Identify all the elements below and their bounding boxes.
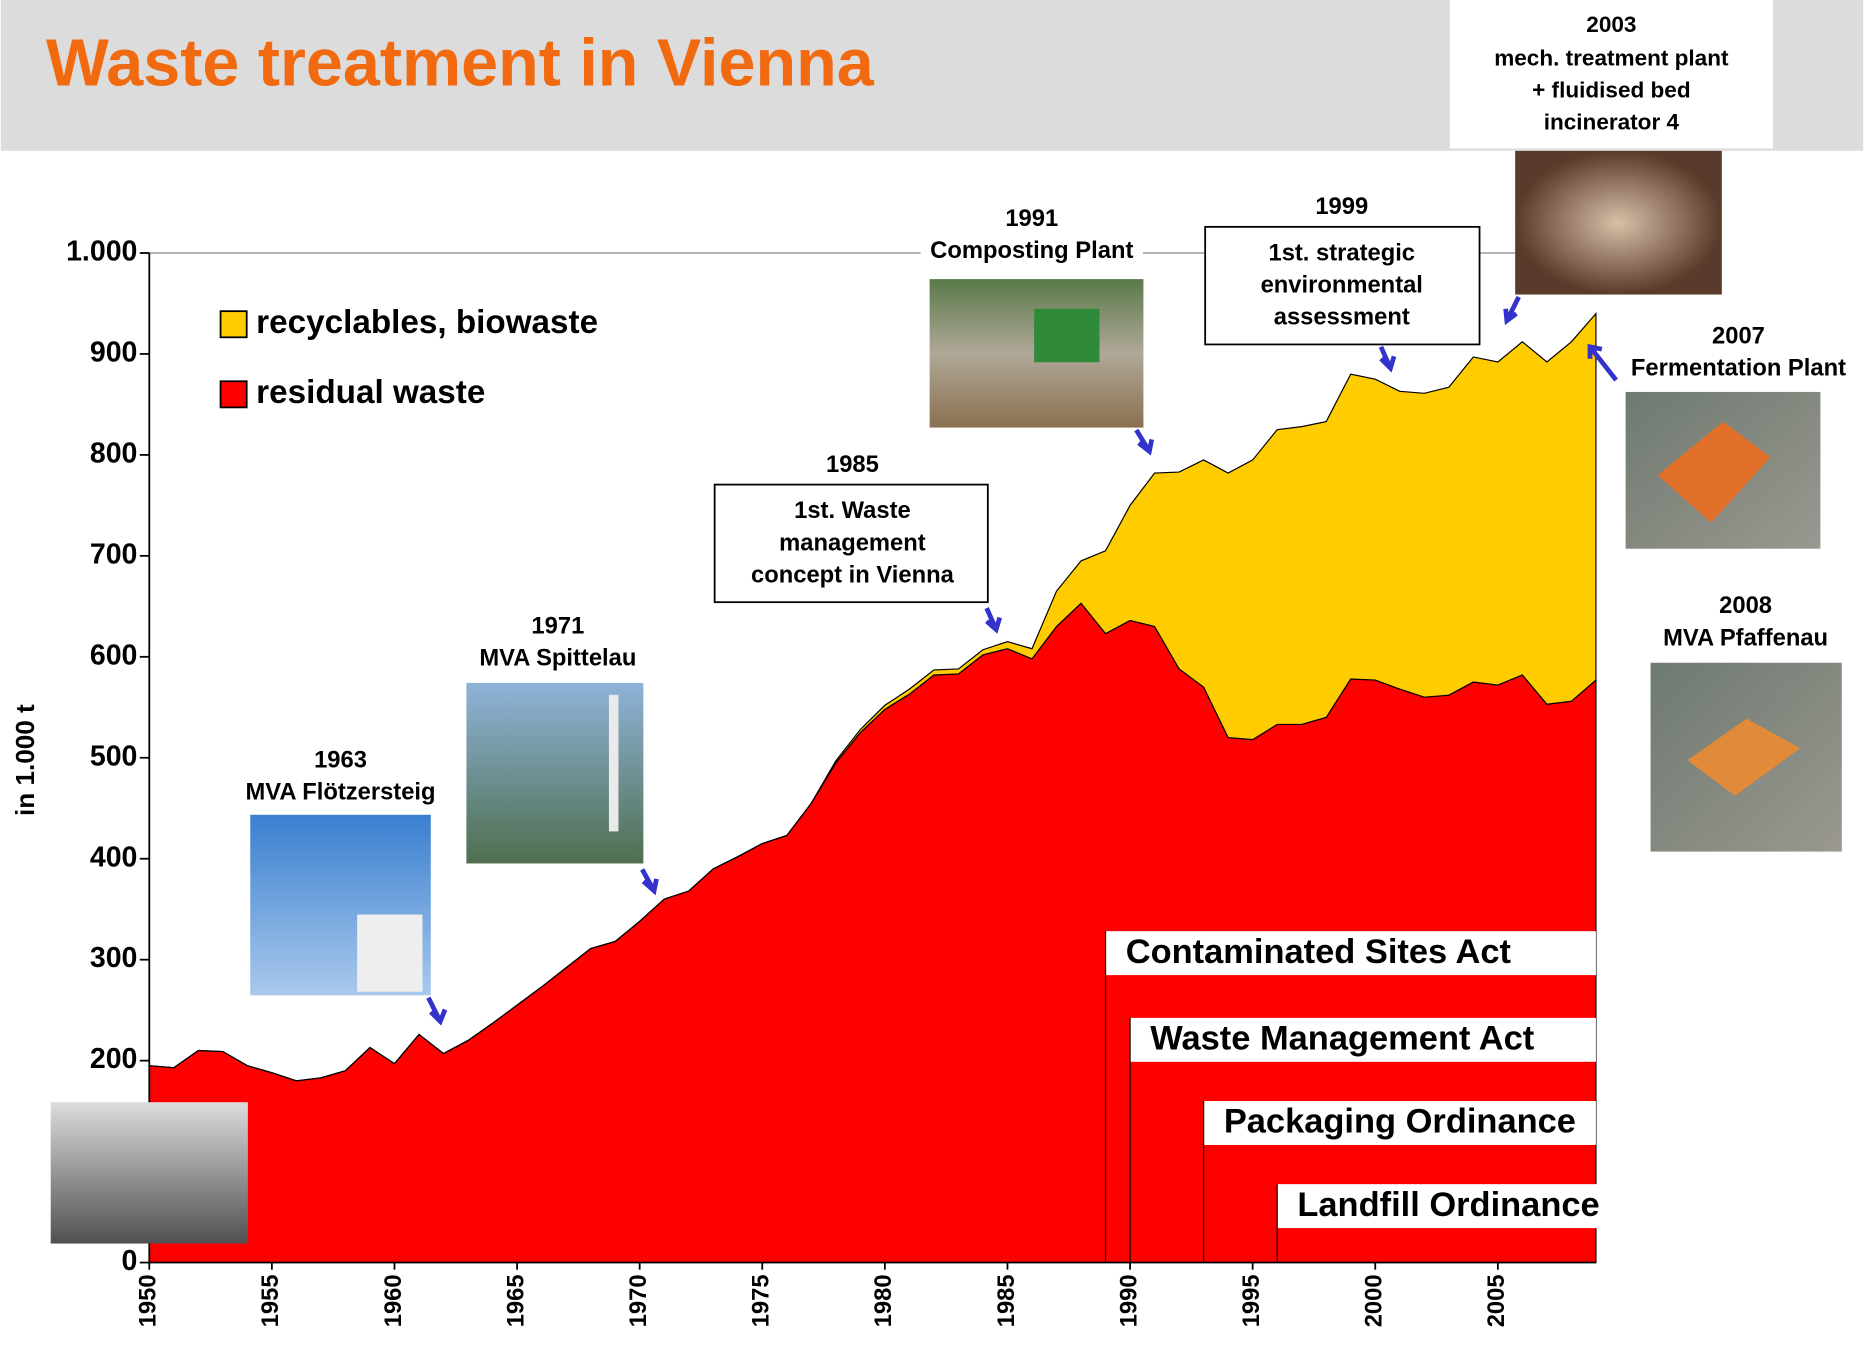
x-tick-label: 1950 (135, 1274, 162, 1327)
annotation-text: 2008 (1719, 592, 1772, 619)
x-tick-label: 1970 (625, 1274, 652, 1327)
area (149, 311, 1597, 1082)
law-band (1130, 1017, 1596, 1062)
legend-label: residual waste (256, 374, 485, 411)
annotation-text: incinerator 4 (1544, 109, 1680, 134)
overlay: 1963 MVA Flötzersteig 1971 MVA Spittelau 198… (50, 12, 1856, 1244)
arrow (1587, 343, 1618, 382)
annotation-text: 1991 (1005, 205, 1058, 232)
photo-detail (357, 914, 423, 992)
chart-title: Waste treatment in Vienna (46, 26, 875, 100)
y-tick-label: 800 (90, 437, 138, 469)
y-tick-label: 0 (122, 1245, 138, 1277)
photo-detail (1687, 718, 1801, 796)
x-tick-label: 1965 (502, 1274, 529, 1327)
x-tick-label: 1980 (870, 1274, 897, 1327)
legend-swatch (219, 380, 248, 409)
x-tick-label: 2000 (1361, 1274, 1388, 1327)
arrows (426, 295, 1618, 1026)
annotation-text: concept in Vienna (751, 561, 955, 588)
annotation-text: management (779, 529, 926, 556)
annotation-text: + fluidised bed (1532, 77, 1690, 102)
y-axis-label: in 1.000 t (10, 704, 40, 816)
legend-swatch (219, 310, 248, 339)
arrow (640, 868, 659, 896)
arrow (1134, 428, 1155, 456)
law-band (1203, 1101, 1596, 1145)
x-tick-label: 1960 (380, 1274, 407, 1327)
y-tick-label: 900 (90, 336, 138, 368)
annotation-text: 1999 (1315, 193, 1368, 220)
header-note-box (1449, 0, 1773, 149)
annotation-text: 1985 (826, 451, 879, 478)
arrow (1503, 295, 1521, 326)
x-tick-label: 2005 (1483, 1274, 1510, 1327)
annotation-text: mech. treatment plant (1494, 45, 1729, 70)
y-tick-label: 700 (90, 538, 138, 570)
annotation-text: 1971 (531, 612, 584, 639)
annotation-text: 1st. strategic (1268, 239, 1415, 266)
annotation-text: Fermentation Plant (1631, 355, 1846, 382)
x-tick-label: 1955 (257, 1274, 284, 1327)
photo (1515, 150, 1722, 295)
annotation-text: Composting Plant (930, 237, 1133, 264)
annotation-text: MVA Pfaffenau (1663, 624, 1828, 651)
annotation-bg (1653, 589, 1838, 654)
annotation-text: environmental (1261, 272, 1423, 299)
x-tick-label: 1995 (1238, 1274, 1265, 1327)
law-label: Contaminated Sites Act (1126, 933, 1512, 971)
photo-detail (608, 694, 619, 832)
annotation-text: MVA Spittelau (479, 644, 636, 671)
annotation-text: 2007 (1712, 323, 1765, 350)
law-band (1105, 931, 1596, 976)
law-label: Waste Management Act (1150, 1020, 1535, 1058)
x-tick-label: 1975 (748, 1274, 775, 1327)
y-tick-label: 1.000 (66, 236, 137, 268)
annotation-text: 1st. Waste (794, 497, 911, 524)
annotation-text: MVA Flötzersteig (246, 779, 436, 806)
arrow (426, 996, 448, 1026)
law-label: Landfill Ordinance (1297, 1186, 1599, 1224)
y-tick-label: 400 (90, 841, 138, 873)
x-tick-label: 1985 (993, 1274, 1020, 1327)
annotation-bg (469, 610, 646, 674)
legend-label: recyclables, biowaste (256, 304, 598, 341)
law-label: Packaging Ordinance (1224, 1103, 1576, 1141)
photo-detail (1657, 421, 1771, 523)
y-tick-label: 500 (90, 740, 138, 772)
law-band (1277, 1184, 1612, 1229)
annotation-text: assessment (1274, 304, 1410, 331)
y-tick-label: 200 (90, 1043, 138, 1075)
annotation-bg (1621, 320, 1856, 385)
annotation-box (713, 483, 989, 604)
annotation-bg (920, 202, 1143, 267)
y-tick-label: 600 (90, 639, 138, 671)
arrow (1378, 345, 1397, 373)
photo-detail (1034, 308, 1100, 363)
annotation-text: 1963 (314, 747, 367, 774)
arrow (984, 607, 1002, 634)
photo (50, 1102, 248, 1244)
annotation-bg (236, 744, 446, 809)
x-tick-label: 1990 (1115, 1274, 1142, 1327)
y-tick-label: 300 (90, 942, 138, 974)
annotation-text: 2003 (1586, 12, 1636, 37)
annotation-box (1204, 225, 1481, 346)
plot-area: 01002003004005006007008009001.0001950195… (10, 236, 1612, 1327)
